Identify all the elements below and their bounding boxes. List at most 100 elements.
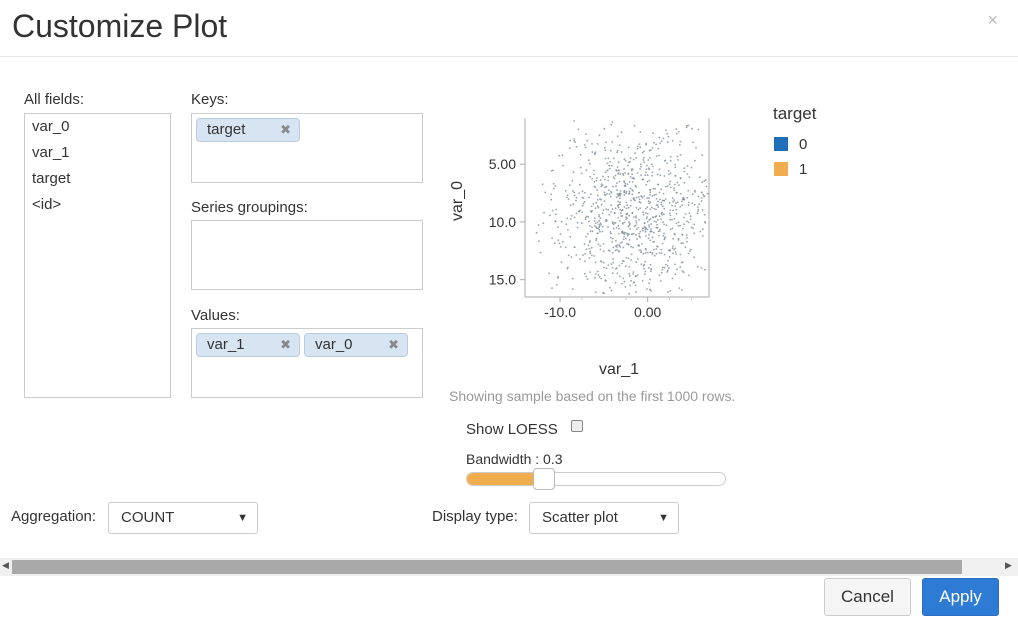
scatter-point — [632, 190, 634, 192]
scatter-point — [694, 191, 696, 193]
close-icon[interactable]: × — [987, 10, 998, 30]
scatter-point — [641, 178, 644, 181]
scatter-point — [611, 272, 614, 275]
apply-button[interactable]: Apply — [922, 578, 999, 616]
scatter-point — [567, 266, 569, 269]
scatter-point — [574, 141, 576, 143]
scatter-point — [611, 237, 614, 240]
field-item-var-1[interactable]: var_1 — [32, 144, 70, 161]
bandwidth-slider-handle[interactable] — [533, 468, 555, 490]
scatter-point — [629, 228, 632, 230]
scatter-point — [561, 154, 564, 156]
scatter-point — [596, 177, 598, 179]
scatter-point — [575, 199, 577, 202]
scatter-point — [620, 209, 623, 212]
scatter-point — [648, 168, 650, 171]
scatter-point — [617, 224, 620, 227]
scatter-point — [625, 201, 627, 204]
scatter-point — [582, 254, 584, 256]
scatter-point — [633, 281, 636, 284]
scatter-point — [608, 167, 611, 170]
scatter-point — [594, 222, 597, 224]
scatter-point — [646, 206, 649, 209]
scatter-point — [623, 158, 626, 161]
scatter-point — [663, 207, 666, 210]
scatter-point — [613, 177, 616, 180]
scatter-point — [585, 248, 588, 251]
scatter-point — [537, 240, 540, 243]
scrollbar-thumb[interactable] — [12, 560, 962, 574]
scatter-point — [679, 154, 682, 156]
cancel-button[interactable]: Cancel — [824, 578, 911, 616]
scatter-point — [617, 172, 620, 174]
field-item-id[interactable]: <id> — [32, 196, 62, 213]
scatter-point — [660, 252, 663, 255]
scatter-point — [678, 144, 681, 146]
remove-icon[interactable]: ✖ — [280, 337, 291, 352]
scatter-point — [596, 232, 599, 235]
scatter-point — [687, 204, 690, 207]
scatter-point — [586, 215, 588, 218]
scatter-point — [607, 264, 610, 267]
y-ticks: 15.0 10.0 5.00 — [489, 156, 525, 288]
scatter-point — [609, 231, 612, 233]
scatter-point — [596, 189, 598, 191]
values-dropzone[interactable]: var_1 ✖ var_0 ✖ — [191, 328, 423, 398]
scatter-point — [653, 141, 655, 144]
chevron-down-icon: ▼ — [237, 512, 248, 524]
field-item-target[interactable]: target — [32, 170, 71, 187]
scatter-point — [635, 217, 637, 219]
scatter-point — [686, 220, 688, 223]
scatter-point — [681, 204, 684, 207]
scatter-point — [635, 215, 637, 217]
scatter-point — [582, 202, 585, 205]
keys-dropzone[interactable]: target ✖ — [191, 113, 423, 183]
scatter-point — [653, 241, 656, 243]
scatter-point — [648, 266, 650, 269]
scroll-left-icon[interactable]: ◀ — [2, 560, 9, 570]
scatter-point — [606, 162, 609, 165]
scatter-point — [639, 131, 642, 133]
scatter-point — [649, 157, 651, 159]
scatter-point — [610, 123, 613, 126]
scatter-point — [611, 208, 614, 211]
scatter-point — [686, 196, 688, 199]
scatter-point — [625, 218, 628, 221]
scroll-right-icon[interactable]: ▶ — [1005, 560, 1012, 570]
scatter-point — [646, 180, 649, 183]
bandwidth-slider-track[interactable] — [466, 472, 726, 486]
legend-label-1: 1 — [799, 161, 808, 178]
aggregation-select[interactable]: COUNT ▼ — [108, 502, 258, 534]
all-fields-list[interactable]: var_0 var_1 target <id> — [24, 113, 171, 398]
scatter-point — [575, 212, 578, 215]
scatter-point — [614, 281, 617, 284]
key-chip-target[interactable]: target ✖ — [196, 118, 300, 142]
field-item-var-0[interactable]: var_0 — [32, 118, 70, 135]
value-chip-var-1[interactable]: var_1 ✖ — [196, 333, 300, 357]
scatter-point — [671, 247, 674, 250]
scatter-point — [644, 260, 646, 263]
scatter-point — [610, 211, 612, 213]
scatter-point — [612, 258, 614, 260]
remove-icon[interactable]: ✖ — [280, 122, 291, 137]
scatter-point — [625, 213, 628, 216]
scatter-point — [614, 222, 617, 224]
remove-icon[interactable]: ✖ — [388, 337, 399, 352]
scatter-point — [644, 252, 647, 254]
scatter-point — [607, 189, 610, 191]
series-groupings-dropzone[interactable] — [191, 220, 423, 290]
scatter-point — [655, 155, 658, 157]
scatter-point — [638, 143, 641, 145]
scatter-point — [607, 157, 610, 160]
scatter-point — [635, 275, 637, 278]
scatter-point — [632, 271, 635, 273]
show-loess-checkbox[interactable] — [571, 420, 583, 432]
scatter-point — [658, 274, 661, 276]
scatter-point — [658, 168, 661, 171]
value-chip-var-0[interactable]: var_0 ✖ — [304, 333, 408, 357]
scatter-point — [651, 253, 654, 256]
scatter-point — [553, 187, 555, 190]
scatter-point — [596, 270, 599, 273]
scatter-point — [664, 159, 667, 162]
display-type-select[interactable]: Scatter plot ▼ — [529, 502, 679, 534]
